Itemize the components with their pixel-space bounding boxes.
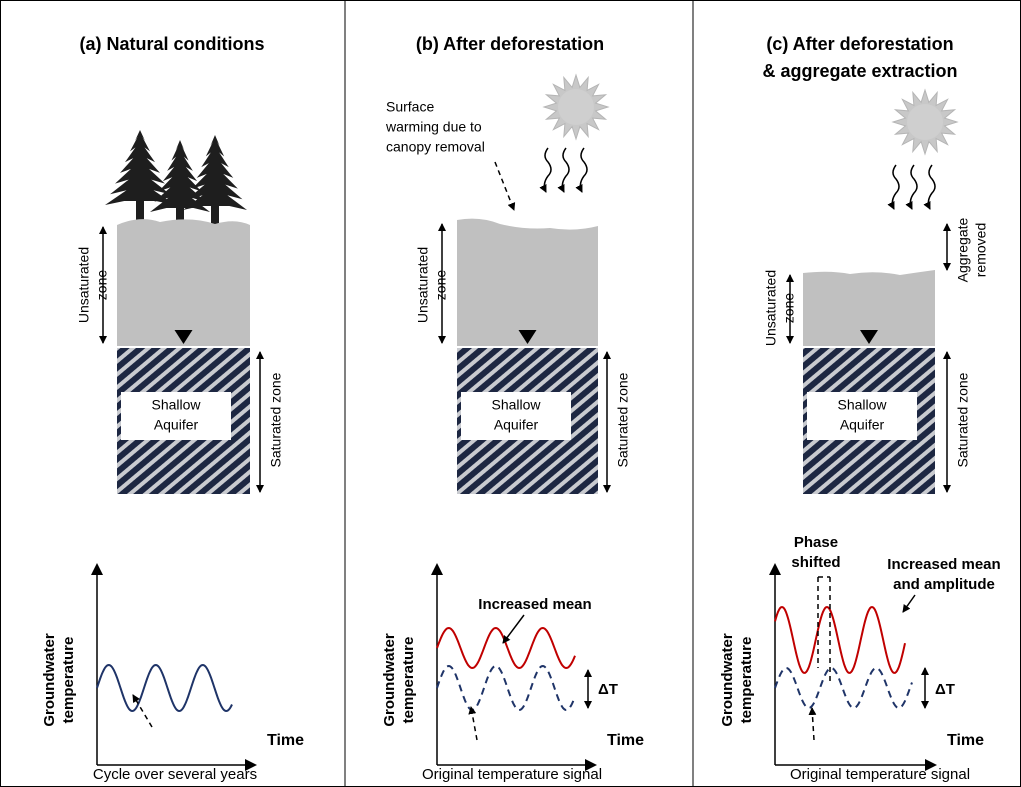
- annotation: warming due to: [385, 119, 482, 135]
- original-curve: [774, 666, 913, 710]
- y-axis-label: temperature: [400, 637, 417, 724]
- x-axis-label: Time: [267, 732, 304, 749]
- pointer: [902, 594, 916, 613]
- aquifer-box: [121, 392, 231, 440]
- aquifer-label: Aquifer: [840, 417, 885, 433]
- heat-ray: [923, 164, 936, 210]
- zone-label: zone: [433, 270, 449, 301]
- phase-label: Phase: [794, 534, 838, 551]
- zone-label: zone: [94, 270, 110, 301]
- unsaturated-soil: [117, 219, 250, 346]
- original-curve: [436, 664, 576, 712]
- panel-title: & aggregate extraction: [762, 61, 957, 81]
- y-axis-label: temperature: [738, 637, 755, 724]
- y-axis-label: Groundwater: [381, 633, 398, 727]
- tree-trunk: [136, 199, 144, 227]
- y-axis-label: Groundwater: [719, 633, 736, 727]
- zone-label: Unsaturated: [763, 270, 779, 346]
- aquifer-label: Aquifer: [154, 417, 199, 433]
- pointer: [808, 707, 817, 741]
- sun-core: [558, 89, 594, 125]
- aquifer-label: Shallow: [837, 397, 887, 413]
- aquifer-label: Aquifer: [494, 417, 539, 433]
- tree: [183, 135, 247, 210]
- aquifer-label: Shallow: [491, 397, 541, 413]
- temperature-curve: [436, 626, 576, 670]
- x-axis-label: Time: [607, 732, 644, 749]
- heat-ray: [905, 164, 918, 210]
- pointer: [132, 694, 153, 728]
- heat-ray: [887, 164, 900, 210]
- annotation: Surface: [386, 99, 434, 115]
- unsaturated-soil: [457, 218, 598, 346]
- curve-label: and amplitude: [893, 576, 995, 593]
- aquifer-box: [807, 392, 917, 440]
- zone-label: Saturated zone: [615, 372, 631, 467]
- panel-title: (c) After deforestation: [766, 34, 953, 54]
- heat-ray: [575, 147, 588, 193]
- zone-label: Aggregate: [955, 217, 971, 282]
- pointer: [468, 706, 478, 741]
- y-axis-label: Groundwater: [41, 633, 58, 727]
- zone-label: Unsaturated: [76, 247, 92, 323]
- curve-label: Increased mean: [887, 556, 1000, 573]
- zone-label: Saturated zone: [268, 372, 284, 467]
- panel-title: (b) After deforestation: [416, 34, 604, 54]
- tree: [105, 130, 175, 205]
- water-table: [518, 330, 537, 344]
- temperature-curve: [96, 663, 233, 713]
- phase-label: shifted: [791, 554, 840, 571]
- zone-label: zone: [781, 293, 797, 324]
- tree: [150, 140, 210, 212]
- water-table: [174, 330, 193, 344]
- pointer: [502, 614, 525, 644]
- annotation: canopy removal: [386, 139, 485, 155]
- aquifer-box: [461, 392, 571, 440]
- curve-label: Increased mean: [478, 596, 591, 613]
- water-table: [860, 330, 878, 344]
- temperature-curve: [774, 605, 906, 674]
- zone-label: removed: [973, 223, 989, 277]
- y-axis-label: temperature: [60, 637, 77, 724]
- zone-label: Saturated zone: [955, 372, 971, 467]
- caption: Original temperature signal: [422, 766, 602, 783]
- caption: Cycle over several years: [93, 766, 257, 783]
- heat-ray: [557, 147, 570, 193]
- delta-label: ΔT: [598, 681, 618, 698]
- delta-label: ΔT: [935, 681, 955, 698]
- tree-trunk: [211, 204, 219, 232]
- pointer: [494, 161, 516, 211]
- zone-label: Unsaturated: [415, 247, 431, 323]
- heat-ray: [539, 147, 552, 193]
- panel-title: (a) Natural conditions: [79, 34, 264, 54]
- x-axis-label: Time: [947, 732, 984, 749]
- caption: Original temperature signal: [790, 766, 970, 783]
- unsaturated-soil: [803, 270, 935, 346]
- aquifer-label: Shallow: [151, 397, 201, 413]
- sun-core: [907, 104, 943, 140]
